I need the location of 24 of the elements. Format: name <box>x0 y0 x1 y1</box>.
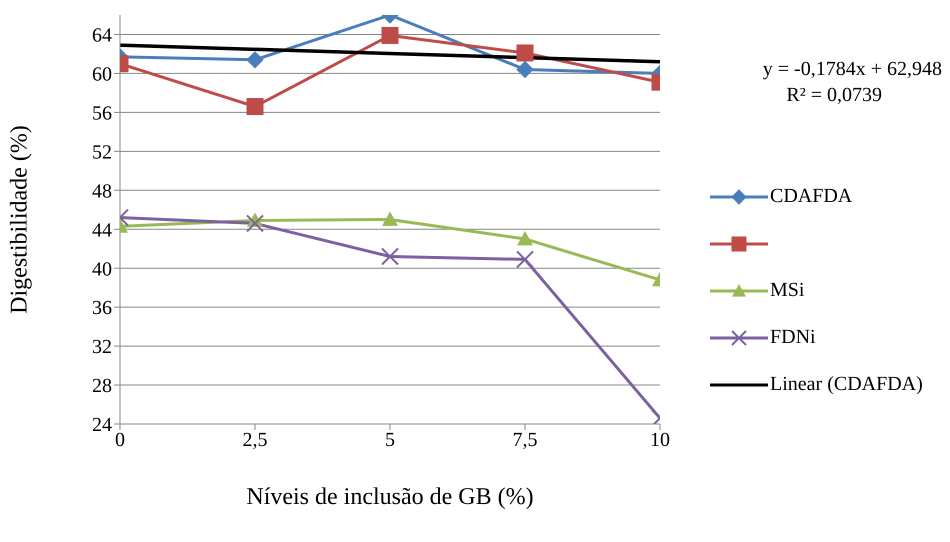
x-axis-title: Níveis de inclusão de GB (%) <box>246 484 534 510</box>
y-tick-label: 32 <box>92 336 112 358</box>
y-axis-title: Digestibilidade (%) <box>6 125 33 314</box>
x-tick-label: 2,5 <box>242 429 268 452</box>
legend-label: CDAFDA <box>770 185 852 208</box>
y-tick-label: 48 <box>92 180 112 202</box>
legend-label: FDNi <box>770 326 816 349</box>
y-tick-label: 60 <box>92 64 112 86</box>
x-tick-label: 10 <box>650 429 670 452</box>
y-tick-label: 64 <box>92 24 112 47</box>
x-tick-label: 0 <box>115 429 125 452</box>
y-tick-label: 44 <box>92 219 112 242</box>
y-tick-label: 24 <box>92 414 112 436</box>
legend-label: MSi <box>770 279 804 302</box>
x-tick-label: 5 <box>385 429 395 452</box>
y-tick-label: 28 <box>92 375 112 398</box>
text: y = -0,1784x + 62,948 <box>762 57 942 82</box>
y-tick-label: 40 <box>92 258 112 280</box>
y-tick-label: 36 <box>92 297 112 320</box>
y-tick-label: 52 <box>92 141 112 164</box>
x-tick-label: 7,5 <box>512 429 538 452</box>
legend-label: Linear (CDAFDA) <box>770 373 923 396</box>
y-tick-label: 56 <box>92 102 112 124</box>
text: R² = 0,0739 <box>785 83 883 108</box>
